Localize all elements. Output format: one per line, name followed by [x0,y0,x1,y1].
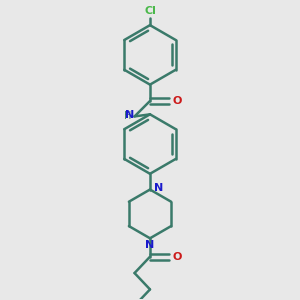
Text: O: O [172,96,182,106]
Text: N: N [125,110,134,120]
Text: O: O [172,252,182,262]
Text: H: H [124,111,131,122]
Text: N: N [146,240,154,250]
Text: N: N [154,183,164,193]
Text: Cl: Cl [144,6,156,16]
